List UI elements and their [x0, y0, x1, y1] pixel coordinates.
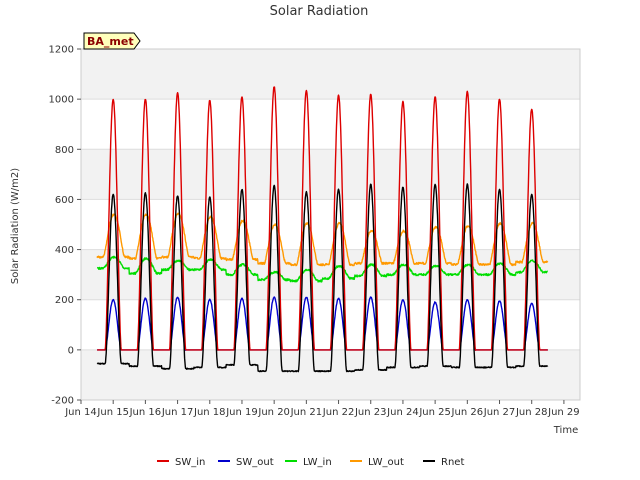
- x-tick-label: Jun 20: [257, 407, 290, 418]
- x-axis-label: Time: [553, 425, 578, 436]
- x-tick-label: Jun 26: [451, 407, 484, 418]
- x-tick-label: Jun 17: [161, 407, 194, 418]
- x-tick-label: Jun 29: [547, 407, 580, 418]
- x-tick-label: Jun 16: [129, 407, 162, 418]
- x-tick-label: Jun 28: [515, 407, 548, 418]
- series-layer: [96, 86, 549, 373]
- legend-label: Rnet: [441, 457, 464, 468]
- legend-label: LW_out: [368, 457, 404, 468]
- station-tag-label: BA_met: [87, 35, 134, 48]
- x-tick-label: Jun 15: [96, 407, 129, 418]
- y-tick-label: 400: [55, 245, 74, 256]
- y-tick-label: 800: [55, 145, 74, 156]
- y-tick-label: 1200: [49, 45, 74, 56]
- y-tick-label: 200: [55, 295, 74, 306]
- y-tick-label: -200: [51, 396, 74, 407]
- series-line-rnet: [96, 183, 549, 373]
- legend-label: SW_out: [236, 457, 274, 468]
- grid-band: [81, 349, 580, 400]
- y-axis-ticks: -200 0 200 400 600 800 1000 1200: [49, 45, 81, 407]
- y-tick-label: 600: [55, 195, 74, 206]
- legend-label: LW_in: [303, 457, 332, 468]
- x-tick-label: Jun 22: [322, 407, 355, 418]
- x-axis-ticks: Jun 14 Jun 15 Jun 16 Jun 17 Jun 18 Jun 19 Jun …: [64, 400, 580, 418]
- grid-band: [81, 149, 580, 200]
- x-tick-label: Jun 19: [225, 407, 258, 418]
- x-tick-label: Jun 25: [418, 407, 451, 418]
- x-tick-label: Jun 18: [193, 407, 226, 418]
- y-tick-label: 1000: [49, 95, 74, 106]
- x-tick-label: Jun 27: [483, 407, 516, 418]
- legend-label: SW_in: [175, 457, 205, 468]
- station-tag-box: [83, 32, 141, 50]
- y-tick-label: 0: [68, 345, 74, 356]
- grid-band: [81, 49, 580, 100]
- x-tick-label: Jun 21: [290, 407, 323, 418]
- series-line-sw-in: [96, 86, 549, 351]
- x-tick-label: Jun 24: [386, 407, 419, 418]
- chart-title: Solar Radiation: [270, 4, 369, 19]
- station-tag: BA_met: [83, 32, 141, 50]
- legend: SW_in SW_out LW_in LW_out Rnet: [157, 457, 464, 468]
- y-axis-label: Solar Radiation (W/m2): [10, 168, 21, 284]
- x-tick-label: Jun 23: [354, 407, 387, 418]
- plot-frame: [80, 48, 581, 401]
- x-tick-label: Jun 14: [64, 407, 97, 418]
